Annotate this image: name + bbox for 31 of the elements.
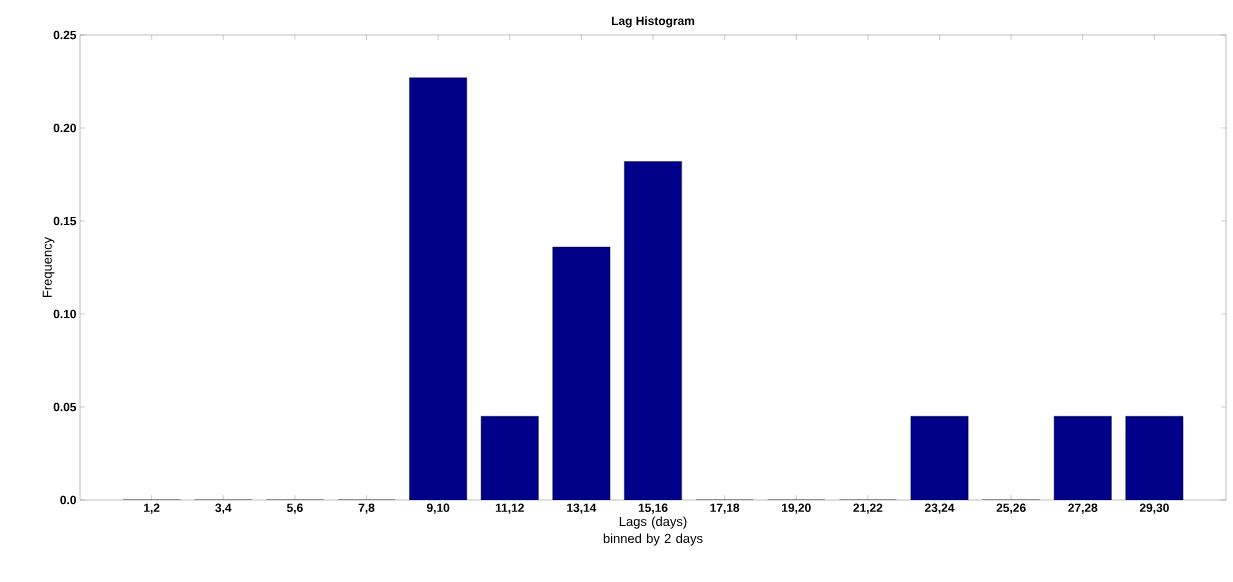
y-tick-label: 0.25 bbox=[53, 30, 77, 40]
chart-title: Lag Histogram bbox=[611, 16, 695, 28]
y-tick-label: 0.10 bbox=[53, 309, 76, 319]
x-tick-label: 1,2 bbox=[144, 503, 160, 514]
x-tick-label: 17,18 bbox=[710, 503, 740, 514]
x-tick-label: 23,24 bbox=[924, 503, 955, 514]
x-tick-label: 13,14 bbox=[567, 503, 597, 514]
y-tick-label: 0.20 bbox=[53, 123, 76, 133]
x-tick-label: 15,16 bbox=[638, 503, 668, 514]
x-tick-label: 19,20 bbox=[782, 503, 811, 514]
x-tick-label: 3,4 bbox=[215, 503, 232, 514]
bar bbox=[481, 416, 539, 500]
bar bbox=[624, 161, 682, 500]
x-tick-label: 25,26 bbox=[996, 503, 1026, 514]
bar bbox=[1125, 416, 1184, 500]
x-tick-label: 29,30 bbox=[1139, 503, 1169, 514]
x-tick-label: 9,10 bbox=[426, 503, 450, 514]
y-tick-label: 0.05 bbox=[53, 402, 77, 412]
bar bbox=[409, 77, 467, 500]
bar bbox=[552, 247, 611, 500]
x-tick-label: 7,8 bbox=[358, 503, 375, 514]
x-tick-label: 5,6 bbox=[286, 503, 303, 514]
x-tick-label: 21,22 bbox=[853, 503, 883, 514]
y-tick-label: 0.0 bbox=[60, 495, 76, 505]
y-tick-label: 0.15 bbox=[53, 216, 77, 226]
x-tick-label: 11,12 bbox=[495, 503, 524, 514]
bar bbox=[1054, 416, 1112, 500]
bar bbox=[910, 416, 969, 500]
x-axis-title: Lags (days) binned by 2 days bbox=[603, 516, 703, 546]
y-axis-title: Frequency bbox=[42, 236, 55, 298]
x-tick-label: 27,28 bbox=[1068, 503, 1098, 514]
